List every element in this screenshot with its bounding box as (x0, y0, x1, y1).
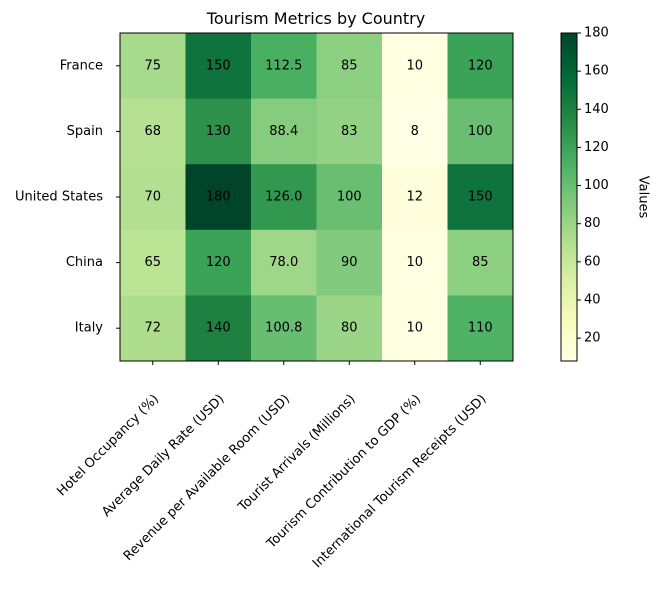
column-tick-labels: Hotel Occupancy (%)Average Daily Rate (U… (54, 361, 490, 571)
cell-value-label: 72 (144, 321, 161, 336)
colorbar-tick-label: 160 (584, 64, 609, 79)
cell-value-label: 180 (206, 190, 231, 205)
heatmap-cell (316, 98, 383, 165)
heatmap-cell (120, 229, 186, 296)
heatmap-cell (447, 164, 514, 231)
colorbar-tick-label: 80 (584, 216, 601, 231)
heatmap-cell (251, 33, 317, 100)
cell-value-label: 100.8 (265, 321, 302, 336)
cell-value-label: 8 (411, 124, 419, 139)
cell-value-label: 120 (206, 255, 231, 270)
heatmap-cell (316, 295, 383, 362)
heatmap-cell (120, 33, 186, 100)
heatmap-cell (316, 229, 383, 296)
cell-value-label: 12 (406, 190, 423, 205)
colorbar-tick-label: 100 (584, 178, 609, 193)
column-tick-label: Average Daily Rate (USD) (99, 392, 227, 520)
heatmap-cell (185, 98, 252, 165)
cell-value-label: 80 (341, 321, 358, 336)
colorbar: 20 40 60 80 100 120 140 160 180 (560, 26, 609, 362)
row-tick-label: France (60, 58, 103, 73)
heatmap-cell (316, 164, 383, 231)
cell-value-label: 140 (206, 321, 231, 336)
row-tick-label: Italy (75, 321, 104, 336)
cell-value-label: 88.4 (269, 124, 298, 139)
column-tick-label: Tourist Arrivals (Millions) (235, 392, 359, 516)
colorbar-label: Values (636, 176, 651, 219)
row-tick-label: Spain (67, 124, 103, 139)
heatmap-cell (447, 295, 514, 362)
heatmap-cell (382, 164, 448, 231)
cell-value-label: 65 (144, 255, 161, 270)
colorbar-tick-label: 40 (584, 292, 601, 307)
row-tick-label: United States (15, 190, 103, 205)
cell-value-label: 85 (472, 255, 489, 270)
cell-value-label: 100 (468, 124, 493, 139)
cell-value-label: 130 (206, 124, 231, 139)
heatmap-cell (185, 295, 252, 362)
chart-title: Tourism Metrics by Country (206, 9, 425, 28)
colorbar-gradient (560, 32, 578, 362)
heatmap-cell (251, 164, 317, 231)
heatmap-cell (120, 295, 186, 362)
cell-value-label: 78.0 (269, 255, 298, 270)
cell-value-label: 150 (206, 58, 231, 73)
row-tick-labels: France Spain United States China Italy (15, 58, 120, 336)
row-tick-label: China (66, 255, 103, 270)
cell-value-label: 85 (341, 58, 358, 73)
heatmap-cell (251, 229, 317, 296)
cell-value-label: 150 (468, 190, 493, 205)
cell-value-label: 110 (468, 321, 493, 336)
colorbar-tick-label: 140 (584, 102, 609, 117)
cell-value-label: 68 (144, 124, 161, 139)
cell-value-label: 10 (406, 58, 423, 73)
heatmap-cell (251, 295, 317, 362)
heatmap-cell (316, 33, 383, 100)
heatmap-cell (120, 164, 186, 231)
colorbar-tick-label: 20 (584, 331, 601, 346)
heatmap-cell (185, 164, 252, 231)
cell-value-label: 10 (406, 255, 423, 270)
cell-value-label: 75 (144, 58, 161, 73)
cell-value-label: 126.0 (265, 190, 302, 205)
heatmap-cell (185, 229, 252, 296)
colorbar-tick-label: 120 (584, 140, 609, 155)
heatmap-cell (447, 98, 514, 165)
colorbar-tick-label: 180 (584, 26, 609, 41)
heatmap-cell (120, 98, 186, 165)
heatmap-cell (251, 98, 317, 165)
cell-value-label: 100 (337, 190, 362, 205)
heatmap-cell (447, 229, 514, 296)
heatmap-cell (382, 98, 448, 165)
cell-value-label: 120 (468, 58, 493, 73)
heatmap-cell (382, 229, 448, 296)
cell-value-label: 10 (406, 321, 423, 336)
colorbar-tick-label: 60 (584, 254, 601, 269)
cell-value-label: 112.5 (265, 58, 302, 73)
heatmap-cell (382, 33, 448, 100)
heatmap-cell (185, 33, 252, 100)
heatmap-cell (382, 295, 448, 362)
cell-value-label: 83 (341, 124, 358, 139)
cell-value-label: 70 (144, 190, 161, 205)
heatmap-cell (447, 33, 514, 100)
cell-value-label: 90 (341, 255, 358, 270)
